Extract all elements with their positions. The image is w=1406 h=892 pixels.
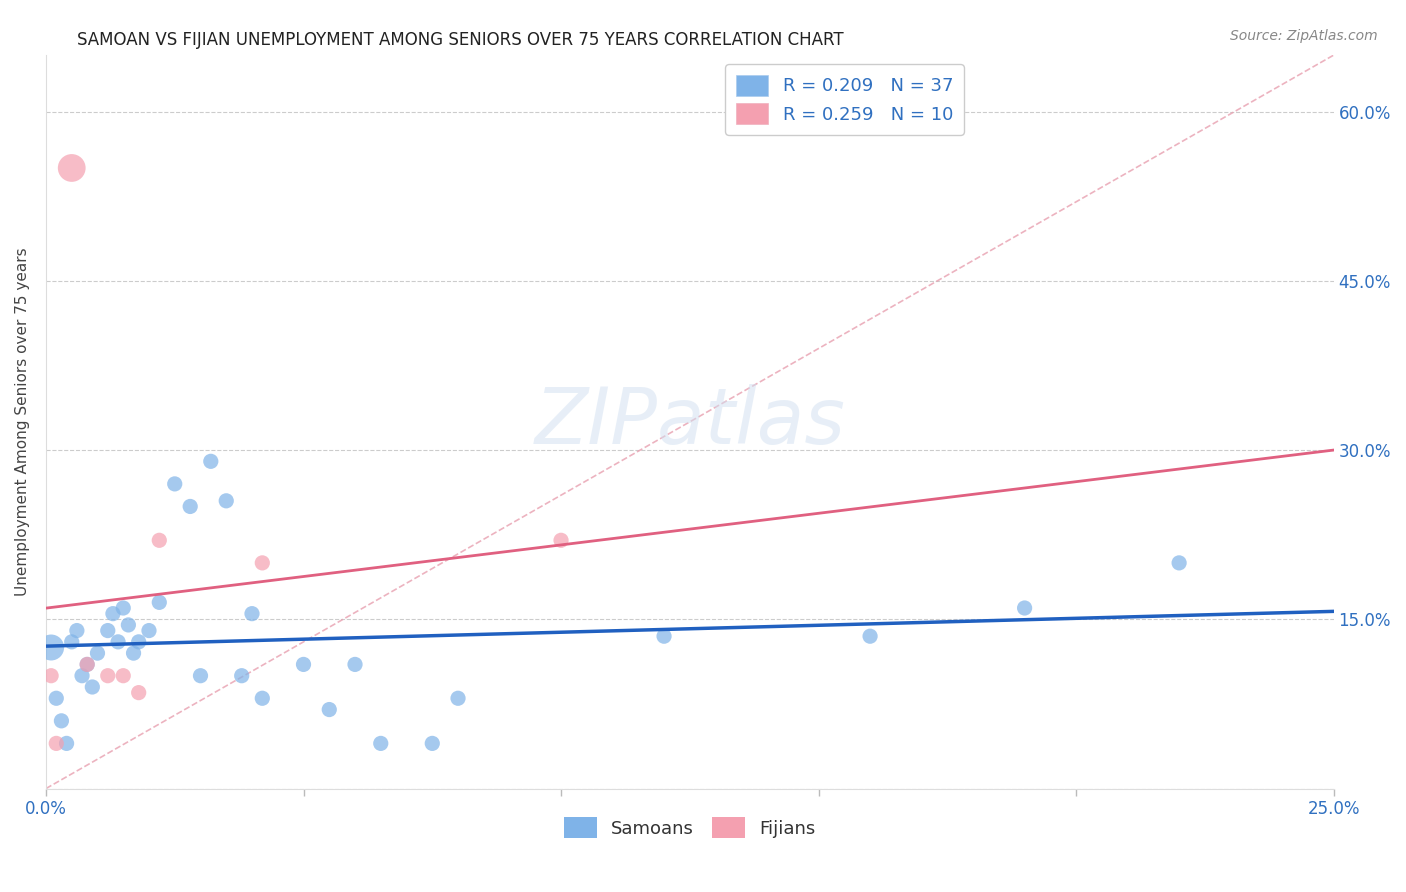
Point: [97, 624, 120, 638]
Point: [1014, 601, 1036, 615]
Point: [128, 635, 150, 649]
Point: [163, 476, 186, 491]
Point: [252, 556, 274, 570]
Point: [252, 691, 274, 706]
Point: [138, 624, 160, 638]
Point: [112, 601, 135, 615]
Point: [1168, 556, 1191, 570]
Point: [76, 657, 98, 672]
Point: [128, 685, 150, 699]
Point: [39, 669, 62, 683]
Point: [82, 680, 104, 694]
Text: Source: ZipAtlas.com: Source: ZipAtlas.com: [1230, 29, 1378, 43]
Point: [190, 669, 212, 683]
Point: [200, 454, 222, 468]
Point: [86, 646, 108, 660]
Point: [60, 635, 83, 649]
Point: [107, 635, 129, 649]
Point: [55, 736, 77, 750]
Y-axis label: Unemployment Among Seniors over 75 years: Unemployment Among Seniors over 75 years: [15, 247, 30, 596]
Point: [117, 618, 139, 632]
Legend: Samoans, Fijians: Samoans, Fijians: [557, 810, 823, 846]
Point: [370, 736, 392, 750]
Point: [318, 702, 340, 716]
Point: [240, 607, 263, 621]
Point: [45, 736, 67, 750]
Point: [179, 500, 201, 514]
Point: [148, 533, 170, 548]
Point: [148, 595, 170, 609]
Text: ZIPatlas: ZIPatlas: [534, 384, 845, 460]
Point: [60, 161, 83, 175]
Point: [292, 657, 315, 672]
Point: [101, 607, 124, 621]
Point: [66, 624, 89, 638]
Point: [39, 640, 62, 655]
Point: [70, 669, 93, 683]
Point: [51, 714, 73, 728]
Text: SAMOAN VS FIJIAN UNEMPLOYMENT AMONG SENIORS OVER 75 YEARS CORRELATION CHART: SAMOAN VS FIJIAN UNEMPLOYMENT AMONG SENI…: [77, 31, 844, 49]
Point: [76, 657, 98, 672]
Point: [122, 646, 145, 660]
Point: [652, 629, 675, 643]
Point: [447, 691, 470, 706]
Point: [343, 657, 366, 672]
Point: [550, 533, 572, 548]
Point: [45, 691, 67, 706]
Point: [97, 669, 120, 683]
Point: [112, 669, 135, 683]
Point: [859, 629, 882, 643]
Point: [420, 736, 443, 750]
Point: [215, 493, 238, 508]
Point: [231, 669, 253, 683]
